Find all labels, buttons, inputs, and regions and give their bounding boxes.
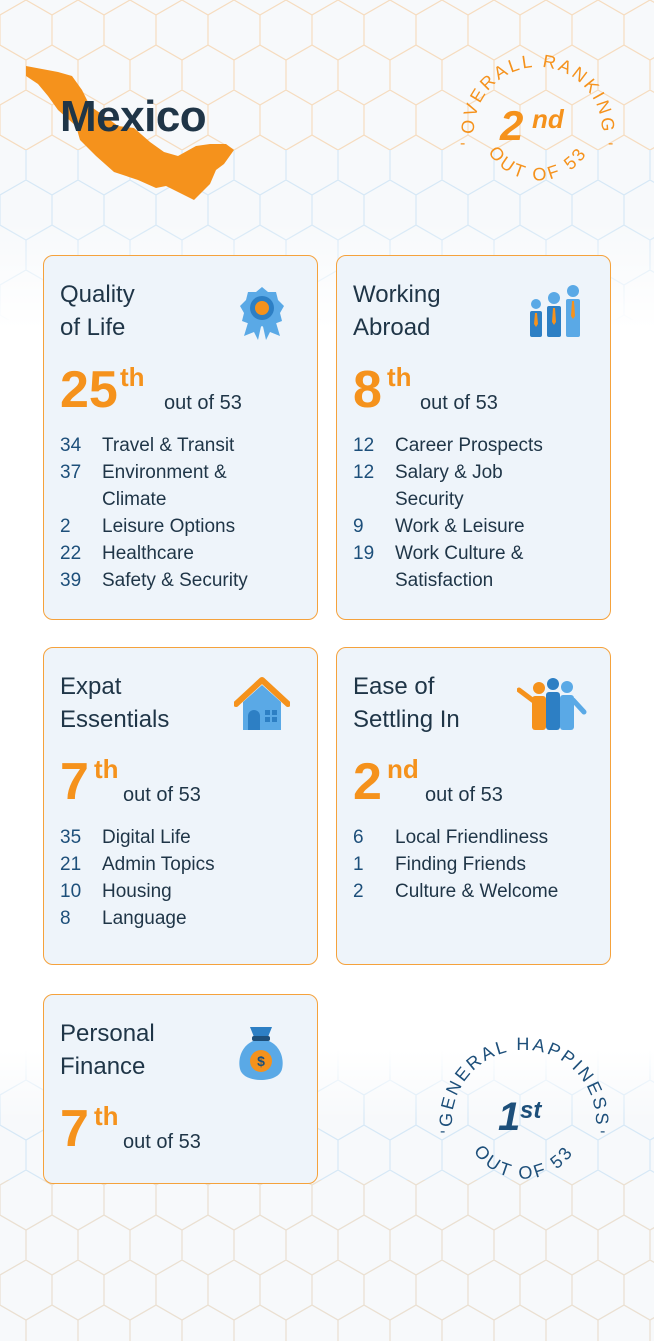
rank-out-of: out of 53 xyxy=(164,392,242,414)
list-item: 10 Housing xyxy=(60,881,172,902)
rank-number: 7 xyxy=(60,1100,89,1158)
list-item: 2 Culture & Welcome xyxy=(353,881,559,902)
list-item: 22 Healthcare xyxy=(60,543,194,564)
team-workers-icon xyxy=(530,285,580,337)
rank-out-of: out of 53 xyxy=(123,784,201,806)
general-happiness-badge: GENERAL HAPPINESS OUT OF 53 - - 1 st xyxy=(436,1034,610,1183)
sub-rank-list: 34 Travel & Transit 37 Environment & Clima… xyxy=(60,432,315,594)
award-ribbon-icon xyxy=(240,287,284,340)
card-title: Working Abroad xyxy=(353,281,441,341)
rank-out-of: out of 53 xyxy=(420,392,498,414)
svg-text:OUT OF 53: OUT OF 53 xyxy=(470,1141,578,1183)
overall-rank: 2 xyxy=(499,102,523,149)
sub-rank-list: 12 Career Prospects 12 Salary & Job Securi… xyxy=(353,432,608,594)
list-item: 8 Language xyxy=(60,908,187,929)
overall-rank-suffix: nd xyxy=(532,104,565,134)
list-item: 1 Finding Friends xyxy=(353,854,526,875)
happiness-rank-suffix: st xyxy=(520,1097,542,1124)
rank-out-of: out of 53 xyxy=(123,1131,201,1153)
list-item: 12 Salary & Job Security xyxy=(353,462,503,510)
overall-ranking-badge: OVERALL RANKING OUT OF 53 - - 2 nd xyxy=(458,51,616,185)
rank-number: 8 xyxy=(353,361,382,419)
house-icon xyxy=(234,677,290,730)
card-quality-of-life: Quality of Life 25 th out of 53 34 Travel … xyxy=(43,255,318,620)
list-item: 19 Work Culture & Satisfaction xyxy=(353,543,524,591)
people-group-icon xyxy=(517,678,587,730)
card-personal-finance: Personal Finance $ 7 th out of 53 xyxy=(43,994,318,1184)
list-item: 34 Travel & Transit xyxy=(60,435,235,456)
list-item: 35 Digital Life xyxy=(60,827,191,848)
card-expat-essentials: Expat Essentials 7 th out of 53 35 Digital… xyxy=(43,647,318,965)
mexico-map-icon xyxy=(26,66,234,200)
card-ease-of-settling-in: Ease of Settling In 2 nd out of 53 6 Local… xyxy=(336,647,611,965)
card-title: Quality of Life xyxy=(60,281,135,341)
list-item: 2 Leisure Options xyxy=(60,516,236,537)
list-item: 21 Admin Topics xyxy=(60,854,215,875)
rank-suffix: th xyxy=(387,362,412,392)
country-title: Mexico xyxy=(60,92,207,141)
card-title: Expat Essentials xyxy=(60,673,170,733)
happiness-out-of-text: OUT OF 53 xyxy=(470,1141,575,1183)
sub-rank-list: 6 Local Friendliness 1 Finding Friends 2 Cu… xyxy=(353,824,608,905)
rank-number: 2 xyxy=(353,753,382,811)
rank-number: 25 xyxy=(60,361,118,419)
list-item: 37 Environment & Climate xyxy=(60,462,227,510)
rank-suffix: th xyxy=(94,754,119,784)
money-bag-icon: $ xyxy=(239,1027,283,1080)
list-item: 9 Work & Leisure xyxy=(353,516,525,537)
rank-suffix: nd xyxy=(387,754,419,784)
sub-rank-list: 35 Digital Life 21 Admin Topics 10 Housing … xyxy=(60,824,315,932)
happiness-rank: 1 xyxy=(498,1095,520,1139)
card-working-abroad: Working Abroad 8 th out of 53 12 Career Pr… xyxy=(336,255,611,620)
svg-text:-: - xyxy=(460,135,465,152)
rank-out-of: out of 53 xyxy=(425,784,503,806)
svg-text:$: $ xyxy=(257,1053,265,1069)
list-item: 39 Safety & Security xyxy=(60,570,248,591)
svg-text:-: - xyxy=(600,1123,605,1140)
card-title: Personal Finance xyxy=(60,1020,155,1080)
list-item: 12 Career Prospects xyxy=(353,435,543,456)
svg-text:-: - xyxy=(440,1123,445,1140)
rank-suffix: th xyxy=(120,362,145,392)
list-item: 6 Local Friendliness xyxy=(353,827,549,848)
svg-text:-: - xyxy=(608,135,613,152)
rank-number: 7 xyxy=(60,753,89,811)
rank-suffix: th xyxy=(94,1101,119,1131)
card-title: Ease of Settling In xyxy=(353,673,460,733)
